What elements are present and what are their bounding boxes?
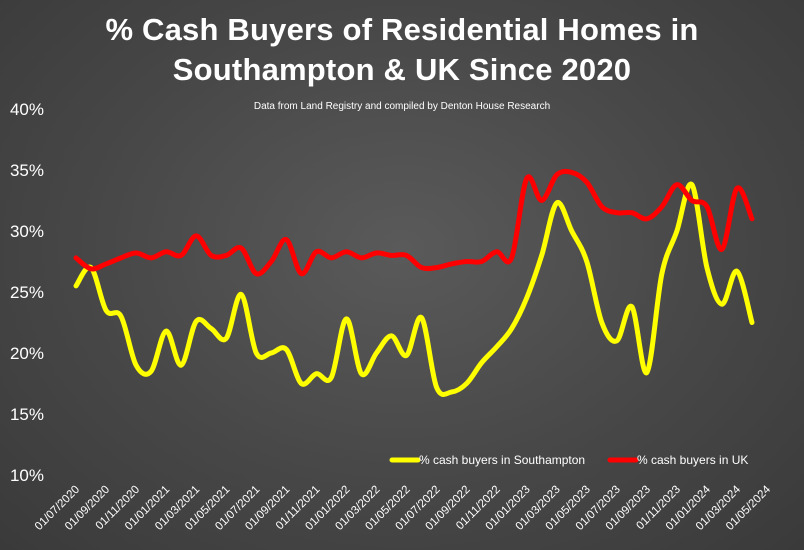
y-tick-label: 20% — [10, 344, 44, 363]
legend-label: % cash buyers in Southampton — [419, 453, 585, 467]
legend-label: % cash buyers in UK — [637, 453, 748, 467]
legend: % cash buyers in Southampton % cash buyer… — [389, 453, 748, 467]
y-tick-label: 15% — [10, 405, 44, 424]
chart-subtitle: Data from Land Registry and compiled by … — [253, 101, 551, 112]
series-line-uk — [73, 168, 755, 277]
y-tick-label: 40% — [10, 100, 44, 119]
y-tick-label: 25% — [10, 283, 44, 302]
plot-area — [73, 168, 755, 397]
y-axis: 10% 15% 20% 25% 30% 35% 40% — [10, 100, 44, 485]
series-line-southampton — [73, 181, 755, 397]
x-axis: 01/07/202001/09/202001/11/202001/01/2021… — [33, 483, 774, 533]
chart-title-line-2: Southampton & UK Since 2020 — [172, 52, 632, 87]
y-tick-label: 35% — [10, 161, 44, 180]
y-tick-label: 30% — [10, 222, 44, 241]
chart-title-line-1: % Cash Buyers of Residential Homes in — [105, 12, 699, 47]
chart-title: % Cash Buyers of Residential Homes in So… — [0, 10, 804, 90]
y-tick-label: 10% — [10, 466, 44, 485]
